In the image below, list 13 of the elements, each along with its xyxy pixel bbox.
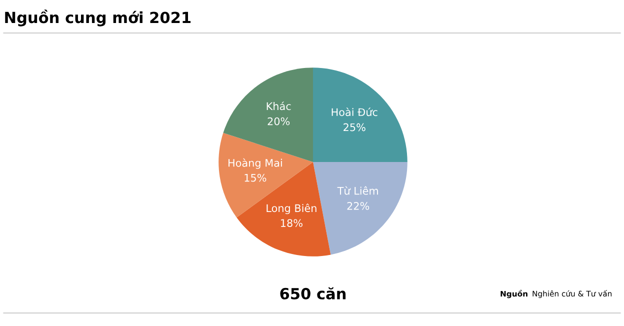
- slice-label: Hoài Đức: [332, 108, 378, 116]
- slice-label: Long Biên: [266, 204, 316, 214]
- slice-label: Hoàng Mai: [228, 158, 282, 169]
- data-label: 25%: [344, 123, 366, 132]
- data-label: 18%: [281, 219, 302, 227]
- data-label: 22%: [347, 202, 370, 210]
- slice-label: Khác: [266, 102, 291, 110]
- data-label: 15%: [244, 174, 266, 182]
- chart-title: Nguồn cung mới 2021: [5, 10, 191, 26]
- text: 650 căn: [280, 287, 346, 300]
- pie-slice: [313, 68, 408, 162]
- slice-label: Từ Liêm: [337, 186, 378, 195]
- data-label: 20%: [268, 117, 290, 126]
